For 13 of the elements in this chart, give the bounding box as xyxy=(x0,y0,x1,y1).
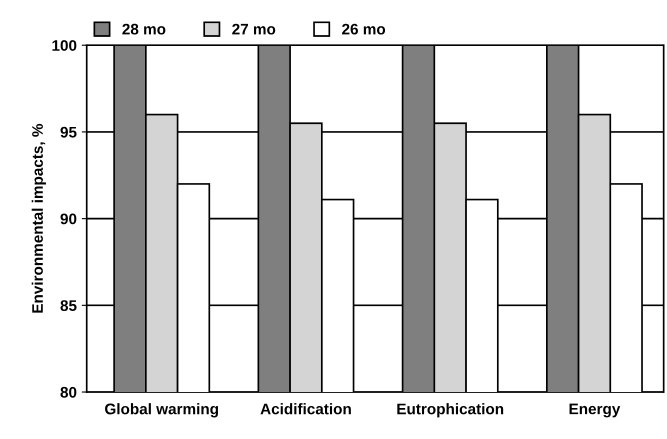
y-tick-label: 85 xyxy=(60,300,77,312)
legend-label: 28 mo xyxy=(122,24,166,35)
y-tick-label: 80 xyxy=(60,386,76,398)
y-axis-title: Environmental impacts, % xyxy=(32,124,46,313)
x-tick-label: Eutrophication xyxy=(397,403,504,418)
y-tick-label: 100 xyxy=(52,40,76,51)
legend-label: 27 mo xyxy=(232,24,276,35)
legend-label: 26 mo xyxy=(342,24,386,35)
x-tick-label: Global warming xyxy=(105,403,218,418)
x-tick-label: Energy xyxy=(570,404,620,418)
x-tick-label: Acidification xyxy=(260,403,351,414)
y-tick-label: 95 xyxy=(60,126,77,138)
y-tick-label: 90 xyxy=(60,213,76,224)
